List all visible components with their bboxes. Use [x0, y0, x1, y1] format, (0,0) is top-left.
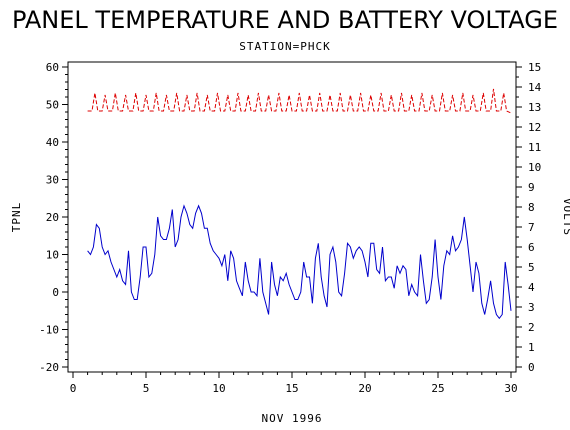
- y-left-tick-label: 0: [52, 286, 59, 299]
- y-right-tick-label: 2: [528, 321, 535, 334]
- y-right-tick-label: 7: [528, 221, 535, 234]
- y-right-tick-label: 9: [528, 181, 535, 194]
- y-left-tick-label: 50: [46, 99, 59, 112]
- y-right-tick-label: 4: [528, 281, 535, 294]
- y-left-axis-label: TPNL: [10, 202, 23, 233]
- x-tick-label: 20: [358, 382, 371, 395]
- y-right-tick-label: 8: [528, 201, 535, 214]
- series-line-tpnl: [87, 204, 512, 320]
- y-right-tick-label: 12: [528, 121, 541, 134]
- y-left-tick-label: 60: [46, 61, 59, 74]
- x-tick-label: 25: [431, 382, 444, 395]
- chart-title: PANEL TEMPERATURE AND BATTERY VOLTAGE: [12, 6, 558, 34]
- y-left-tick-label: -20: [39, 361, 59, 374]
- y-right-tick-label: 3: [528, 301, 535, 314]
- x-tick-label: 0: [70, 382, 77, 395]
- x-tick-label: 30: [504, 382, 517, 395]
- x-axis-ticks: 0 5 10 15 20 25 30: [70, 372, 518, 395]
- chart-subtitle: STATION=PHCK: [239, 40, 330, 53]
- y-left-axis-ticks: -20 -10 0 10 20 30 40 50 60: [39, 61, 68, 374]
- y-right-axis-label: VOLTS: [561, 198, 570, 236]
- series-group: [87, 88, 512, 320]
- y-right-tick-label: 1: [528, 341, 535, 354]
- y-right-tick-label: 5: [528, 261, 535, 274]
- y-right-tick-label: 13: [528, 101, 541, 114]
- y-left-tick-label: 30: [46, 174, 59, 187]
- y-left-tick-label: 10: [46, 249, 59, 262]
- y-right-tick-label: 6: [528, 241, 535, 254]
- y-right-tick-label: 14: [528, 81, 542, 94]
- x-tick-label: 5: [143, 382, 150, 395]
- y-left-tick-label: 20: [46, 211, 59, 224]
- y-right-tick-label: 0: [528, 361, 535, 374]
- x-tick-label: 10: [212, 382, 225, 395]
- y-right-tick-label: 10: [528, 161, 541, 174]
- y-right-tick-label: 15: [528, 61, 541, 74]
- y-left-tick-label: -10: [39, 324, 59, 337]
- y-left-tick-label: 40: [46, 136, 59, 149]
- x-tick-label: 15: [285, 382, 298, 395]
- x-axis-label: NOV 1996: [262, 412, 323, 425]
- series-line-volts: [87, 88, 512, 114]
- y-right-tick-label: 11: [528, 141, 541, 154]
